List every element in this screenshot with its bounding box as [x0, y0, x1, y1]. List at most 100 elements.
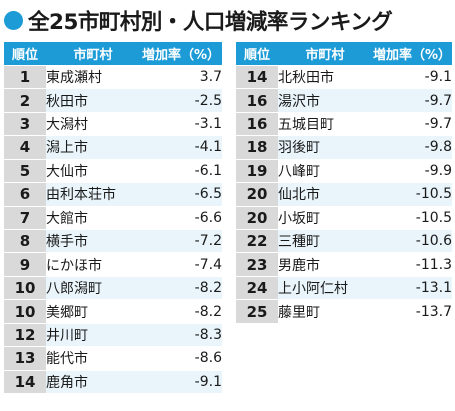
table-row: 7 大館市 -6.6 — [4, 206, 222, 231]
rank-cell: 19 — [236, 159, 278, 184]
municipality-cell: 三種町 — [278, 229, 372, 254]
rate-cell: -3.1 — [140, 112, 222, 137]
header-row: 順位 市町村 増加率（%） — [4, 42, 222, 66]
municipality-cell: 井川町 — [46, 323, 140, 348]
table-row: 12 井川町 -8.3 — [4, 323, 222, 348]
rank-cell: 18 — [236, 135, 278, 160]
rank-cell: 23 — [236, 252, 278, 277]
rate-cell: -8.6 — [140, 346, 222, 371]
rate-cell: -9.8 — [372, 135, 452, 160]
municipality-cell: 仙北市 — [278, 182, 372, 207]
rate-cell: -11.3 — [372, 252, 452, 277]
rate-cell: -10.6 — [372, 229, 452, 254]
municipality-cell: 潟上市 — [46, 135, 140, 160]
rate-cell: -10.5 — [372, 206, 452, 231]
municipality-cell: 男鹿市 — [278, 252, 372, 277]
municipality-cell: にかほ市 — [46, 252, 140, 277]
table-row: 5 大仙市 -6.1 — [4, 159, 222, 184]
municipality-cell: 鹿角市 — [46, 370, 140, 395]
rate-cell: -8.2 — [140, 299, 222, 324]
municipality-cell: 大仙市 — [46, 159, 140, 184]
municipality-cell: 上小阿仁村 — [278, 276, 372, 301]
municipality-cell: 羽後町 — [278, 135, 372, 160]
table-row: 2 秋田市 -2.5 — [4, 88, 222, 113]
page-title: 全25市町村別・人口増減率ランキング — [4, 4, 393, 36]
municipality-cell: 八峰町 — [278, 159, 372, 184]
table-row: 6 由利本荘市 -6.5 — [4, 182, 222, 207]
rate-cell: -13.7 — [372, 299, 452, 324]
ranking-body-left: 1 東成瀬村 3.7 2 秋田市 -2.5 3 大潟村 -3.1 4 潟上市 -4.1 5 大仙市 -6.1… — [4, 65, 222, 395]
bullet-icon — [4, 10, 23, 30]
rank-cell: 24 — [236, 276, 278, 301]
rank-cell: 5 — [4, 159, 46, 184]
municipality-cell: 秋田市 — [46, 88, 140, 113]
rank-cell: 16 — [236, 88, 278, 113]
municipality-cell: 北秋田市 — [278, 65, 372, 90]
table-row: 10 美郷町 -8.2 — [4, 299, 222, 324]
rank-cell: 6 — [4, 182, 46, 207]
rank-cell: 3 — [4, 112, 46, 137]
rate-cell: -8.2 — [140, 276, 222, 301]
table-row: 18 羽後町 -9.8 — [236, 135, 452, 160]
rank-cell: 1 — [4, 65, 46, 90]
municipality-cell: 大館市 — [46, 206, 140, 231]
municipality-cell: 横手市 — [46, 229, 140, 254]
rate-cell: -9.7 — [372, 112, 452, 137]
header-rank: 順位 — [236, 42, 278, 66]
table-row: 9 にかほ市 -7.4 — [4, 252, 222, 277]
header-rate: 増加率（%） — [140, 42, 222, 66]
rank-cell: 8 — [4, 229, 46, 254]
rank-cell: 7 — [4, 206, 46, 231]
rate-cell: -6.1 — [140, 159, 222, 184]
table-row: 14 北秋田市 -9.1 — [236, 65, 452, 90]
rank-cell: 25 — [236, 299, 278, 324]
ranking-table-right: 順位 市町村 増加率（%） 14 北秋田市 -9.1 16 湯沢市 -9.7 16 五城目町 -… — [236, 42, 452, 324]
municipality-cell: 大潟村 — [46, 112, 140, 137]
table-row: 13 能代市 -8.6 — [4, 346, 222, 371]
rate-cell: -9.9 — [372, 159, 452, 184]
rate-cell: -9.1 — [140, 370, 222, 395]
rate-cell: -6.6 — [140, 206, 222, 231]
table-row: 19 八峰町 -9.9 — [236, 159, 452, 184]
municipality-cell: 小坂町 — [278, 206, 372, 231]
table-row: 4 潟上市 -4.1 — [4, 135, 222, 160]
municipality-cell: 能代市 — [46, 346, 140, 371]
header-municipality: 市町村 — [278, 42, 372, 66]
municipality-cell: 美郷町 — [46, 299, 140, 324]
municipality-cell: 藤里町 — [278, 299, 372, 324]
rate-cell: -13.1 — [372, 276, 452, 301]
rank-cell: 16 — [236, 112, 278, 137]
rate-cell: -7.2 — [140, 229, 222, 254]
header-rank: 順位 — [4, 42, 46, 66]
table-row: 8 横手市 -7.2 — [4, 229, 222, 254]
table-row: 16 五城目町 -9.7 — [236, 112, 452, 137]
ranking-table-left: 順位 市町村 増加率（%） 1 東成瀬村 3.7 2 秋田市 -2.5 3 大潟村 -3.1 4 潟… — [4, 42, 222, 395]
municipality-cell: 東成瀬村 — [46, 65, 140, 90]
table-row: 23 男鹿市 -11.3 — [236, 252, 452, 277]
table-row: 16 湯沢市 -9.7 — [236, 88, 452, 113]
rate-cell: -10.5 — [372, 182, 452, 207]
municipality-cell: 由利本荘市 — [46, 182, 140, 207]
municipality-cell: 五城目町 — [278, 112, 372, 137]
municipality-cell: 八郎潟町 — [46, 276, 140, 301]
table-row: 3 大潟村 -3.1 — [4, 112, 222, 137]
table-row: 14 鹿角市 -9.1 — [4, 370, 222, 395]
rank-cell: 10 — [4, 299, 46, 324]
rate-cell: -8.3 — [140, 323, 222, 348]
header-rate: 増加率（%） — [372, 42, 452, 66]
table-row: 25 藤里町 -13.7 — [236, 299, 452, 324]
rank-cell: 13 — [4, 346, 46, 371]
rank-cell: 14 — [4, 370, 46, 395]
table-row: 24 上小阿仁村 -13.1 — [236, 276, 452, 301]
rate-cell: -6.5 — [140, 182, 222, 207]
table-row: 22 三種町 -10.6 — [236, 229, 452, 254]
table-row: 10 八郎潟町 -8.2 — [4, 276, 222, 301]
header-row: 順位 市町村 増加率（%） — [236, 42, 452, 66]
rank-cell: 4 — [4, 135, 46, 160]
rate-cell: -9.1 — [372, 65, 452, 90]
rate-cell: -2.5 — [140, 88, 222, 113]
header-municipality: 市町村 — [46, 42, 140, 66]
rank-cell: 9 — [4, 252, 46, 277]
rank-cell: 12 — [4, 323, 46, 348]
municipality-cell: 湯沢市 — [278, 88, 372, 113]
